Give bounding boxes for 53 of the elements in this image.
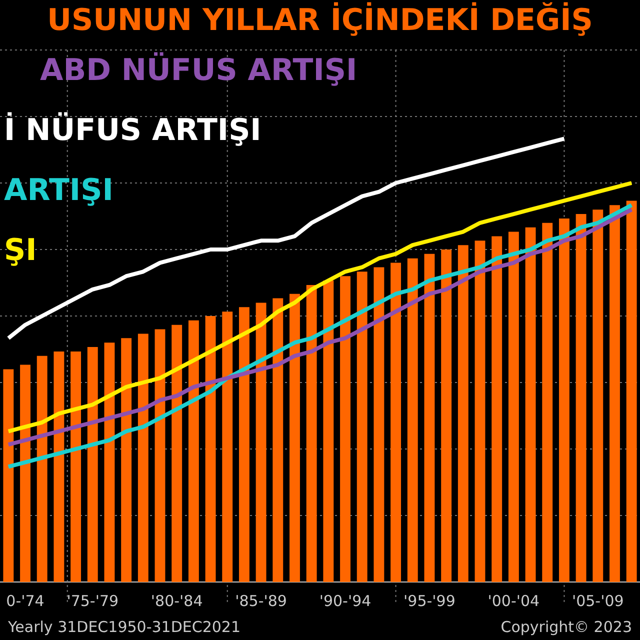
bar <box>138 334 148 582</box>
bar <box>54 351 64 582</box>
bar <box>558 218 570 582</box>
bar <box>256 302 266 582</box>
bar <box>542 222 553 582</box>
bar <box>356 272 368 582</box>
x-tick-label: 0-'74 <box>6 592 44 610</box>
bar <box>70 351 82 582</box>
x-tick-label: '90-'94 <box>319 592 372 610</box>
bar <box>3 369 14 582</box>
bar <box>474 240 486 582</box>
bar <box>626 200 637 582</box>
bar <box>441 250 452 582</box>
bar <box>323 280 334 582</box>
text: İ NÜFUS ARTIŞI <box>4 112 262 148</box>
bar <box>121 338 132 582</box>
bar <box>205 316 216 582</box>
bar <box>36 356 48 582</box>
bar <box>576 214 586 582</box>
bar <box>424 254 435 582</box>
bar <box>20 364 30 582</box>
text: ARTIŞI <box>4 172 114 208</box>
bar <box>154 329 166 582</box>
x-tick-label: '00-'04 <box>488 592 540 610</box>
bar <box>340 276 350 582</box>
text: ŞI <box>4 232 37 268</box>
text: Yearly 31DEC1950-31DEC2021 <box>8 618 241 636</box>
chart-title: USUNUN YILLAR İÇİNDEKİ DEĞİŞ <box>47 2 593 38</box>
bar <box>407 258 418 582</box>
bar <box>222 312 233 582</box>
bar <box>290 294 300 582</box>
bar <box>87 347 98 582</box>
bar <box>592 210 604 582</box>
x-tick-label: '95-'99 <box>404 592 456 610</box>
bar <box>390 262 402 582</box>
bar <box>188 320 199 582</box>
bar <box>610 205 620 582</box>
text: Copyright© 2023 <box>500 618 632 636</box>
text: ABD NÜFUS ARTIŞI <box>40 52 358 88</box>
bar <box>525 227 536 582</box>
x-tick-label: '75-'79 <box>66 592 119 610</box>
bar <box>104 342 115 582</box>
bar <box>374 267 384 582</box>
bar <box>272 298 284 582</box>
bar <box>458 245 468 582</box>
x-tick-label: '85-'89 <box>235 592 287 610</box>
x-tick-label: '80-'84 <box>150 592 203 610</box>
bar <box>238 307 250 582</box>
bar <box>508 232 519 582</box>
bar <box>492 236 502 582</box>
bar <box>306 284 317 582</box>
bar <box>172 324 182 582</box>
x-tick-label: '05-'09 <box>572 592 624 610</box>
